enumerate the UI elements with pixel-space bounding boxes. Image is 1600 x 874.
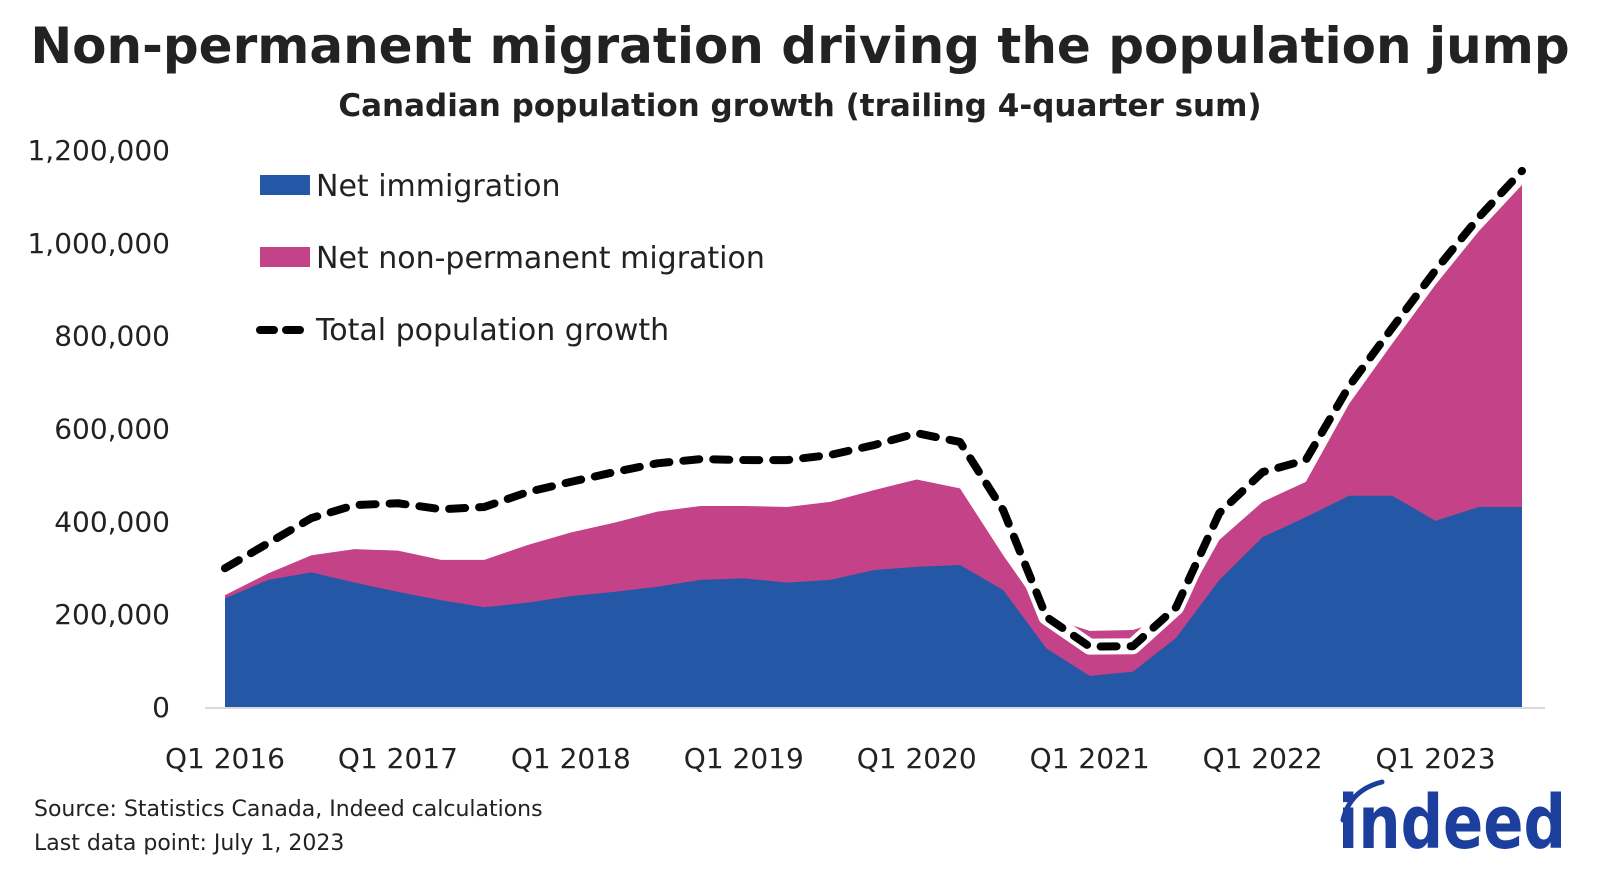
plot-area <box>220 165 1528 707</box>
y-tick-label: 0 <box>152 691 170 724</box>
source-note: Source: Statistics Canada, Indeed calcul… <box>34 797 543 822</box>
area-net-immigration <box>225 495 1522 707</box>
x-tick-label: Q1 2020 <box>857 742 977 775</box>
y-tick-label: 1,200,000 <box>27 134 170 167</box>
x-tick-label: Q1 2022 <box>1203 742 1323 775</box>
legend-swatch-blue <box>260 175 310 195</box>
last-data-point-note: Last data point: July 1, 2023 <box>34 831 344 856</box>
x-tick-label: Q1 2021 <box>1030 742 1150 775</box>
logo-arc <box>1340 779 1385 823</box>
logo-text: indeed <box>1338 780 1566 866</box>
chart-subtitle: Canadian population growth (trailing 4-q… <box>338 88 1261 124</box>
area-net-non-permanent-migration <box>225 184 1522 707</box>
x-tick-label: Q1 2016 <box>165 742 285 775</box>
legend-label: Net non-permanent migration <box>316 241 765 276</box>
y-tick-label: 800,000 <box>54 320 170 353</box>
y-axis: 0 200,000 400,000 600,000 800,000 1,000,000 1,… <box>27 134 170 724</box>
y-tick-label: 600,000 <box>54 413 170 446</box>
y-tick-label: 400,000 <box>54 505 170 538</box>
chart-title: Non-permanent migration driving the popu… <box>30 17 1569 75</box>
legend-label: Net immigration <box>316 169 561 204</box>
indeed-logo: indeed <box>1338 779 1566 866</box>
line-total-population-growth <box>221 166 1526 651</box>
x-axis: Q1 2016 Q1 2017 Q1 2018 Q1 2019 Q1 2020 Q1 20… <box>165 742 1496 775</box>
legend-item-net-immigration: Net immigration <box>260 169 561 204</box>
y-tick-label: 200,000 <box>54 598 170 631</box>
x-tick-label: Q1 2017 <box>338 742 458 775</box>
legend-item-total-population-growth: Total population growth <box>256 313 669 348</box>
legend-label: Total population growth <box>315 313 669 348</box>
x-tick-label: Q1 2018 <box>511 742 631 775</box>
legend-item-net-non-permanent-migration: Net non-permanent migration <box>260 241 765 276</box>
legend: Net immigration Net non-permanent migrat… <box>256 169 765 348</box>
x-tick-label: Q1 2023 <box>1376 742 1496 775</box>
y-tick-label: 1,000,000 <box>27 227 170 260</box>
legend-swatch-pink <box>260 247 310 267</box>
x-tick-label: Q1 2019 <box>684 742 804 775</box>
